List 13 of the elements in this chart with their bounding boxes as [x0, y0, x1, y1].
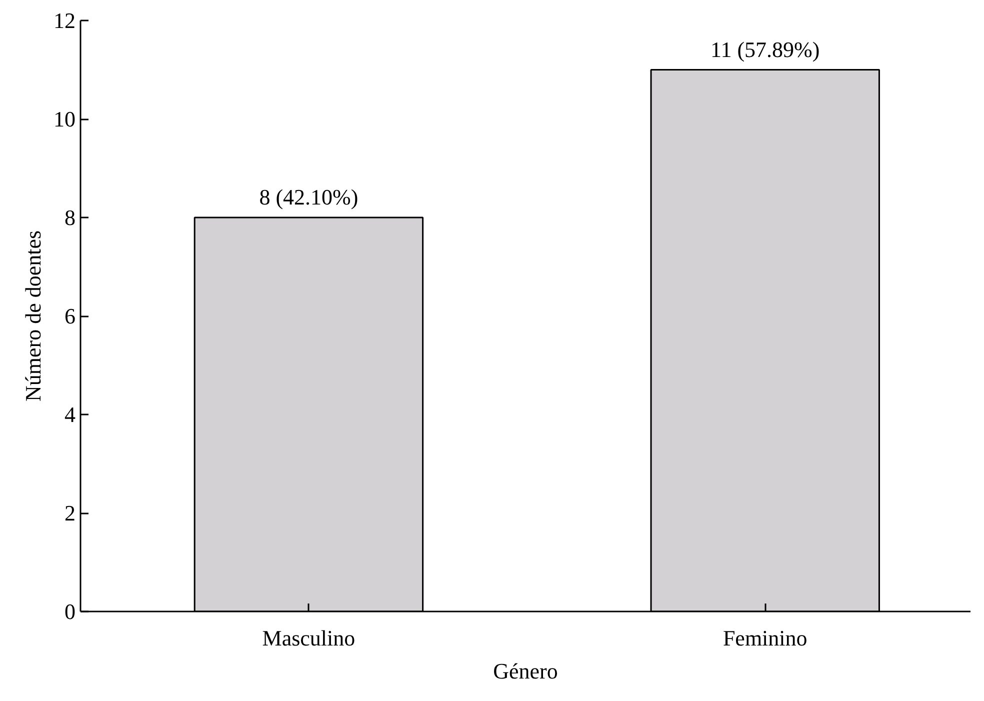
y-tick-label: 4 [64, 402, 76, 427]
data-label: 11 (57.89%) [710, 36, 820, 62]
y-axis-title: Número de doentes [20, 230, 46, 402]
x-axis-title: Género [493, 658, 558, 684]
x-tick-label: Masculino [262, 626, 356, 650]
y-tick-label: 2 [64, 500, 76, 526]
y-tick-label: 6 [64, 304, 76, 328]
y-tick-label: 12 [54, 8, 76, 33]
data-label: 8 (42.10%) [259, 184, 358, 210]
x-tick-label: Feminino [722, 626, 808, 650]
y-tick-label: 0 [64, 599, 76, 624]
y-tick-label: 8 [64, 205, 76, 230]
y-tick-label: 10 [54, 106, 76, 132]
